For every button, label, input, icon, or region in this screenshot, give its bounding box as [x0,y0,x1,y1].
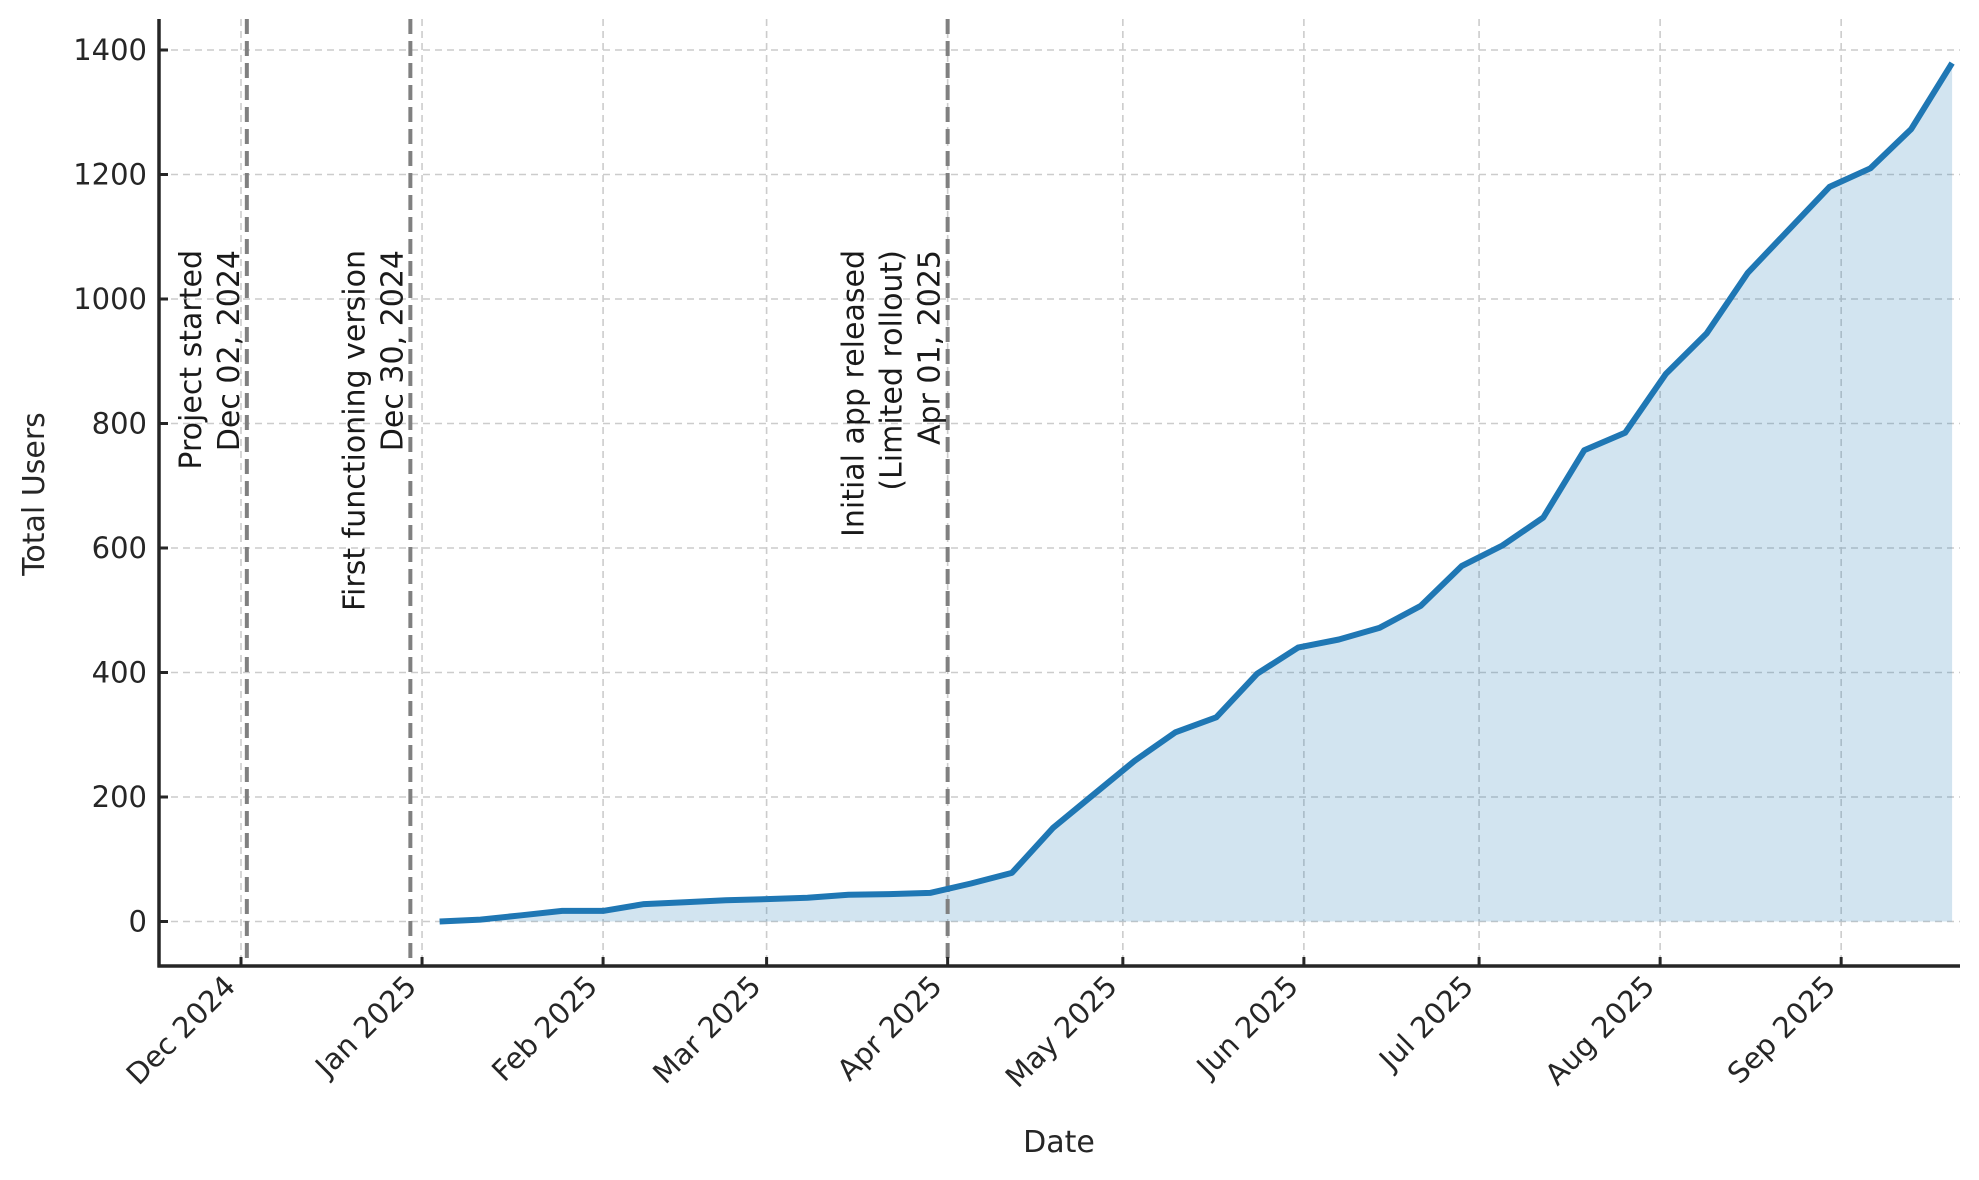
y-tick-label: 400 [92,656,147,690]
y-tick-label: 1000 [73,282,147,316]
milestone-label: Apr 01, 2025 [913,250,948,445]
x-axis-label: Date [1023,1125,1095,1160]
x-tick-label: Jul 2025 [1371,969,1480,1078]
series-area [439,63,1953,922]
milestone-label: Initial app released [837,250,872,537]
series-line [439,61,1955,925]
y-tick-label: 800 [92,407,147,441]
milestone-label: (Limited rollout) [875,250,910,491]
y-axis-label: Total Users [17,412,52,577]
milestone-label: Project started [174,250,209,470]
x-tick-label: Aug 2025 [1538,969,1661,1092]
milestone-annotations: Project started Dec 02, 2024 First functio… [174,250,948,611]
x-tick-label: Jun 2025 [1189,969,1305,1085]
y-tick-label: 200 [92,780,147,814]
x-tick-label: Apr 2025 [830,969,948,1087]
x-axis-ticks: Dec 2024 Jan 2025 Feb 2025 Mar 2025 Apr 2025… [120,957,1843,1094]
milestone-label: First functioning version [337,250,372,611]
milestone-annotation: First functioning version Dec 30, 2024 [337,250,410,611]
y-tick-label: 1200 [73,158,147,192]
x-tick-label: Dec 2024 [120,969,242,1091]
x-tick-label: Mar 2025 [646,969,767,1090]
area-fill [439,63,1953,922]
y-tick-label: 0 [129,905,147,939]
y-tick-label: 1400 [73,33,147,67]
milestone-label: Dec 02, 2024 [212,250,247,451]
y-axis-ticks: 0 200 400 600 800 1000 1200 1400 [73,33,168,939]
x-tick-label: Jan 2025 [307,969,423,1085]
x-tick-label: May 2025 [999,969,1124,1094]
milestone-annotation: Project started Dec 02, 2024 [174,250,247,470]
x-tick-label: Feb 2025 [485,969,604,1088]
y-tick-label: 600 [92,531,147,565]
x-tick-label: Sep 2025 [1721,969,1842,1090]
users-line [439,61,1955,925]
milestone-lines [244,19,950,966]
milestone-label: Dec 30, 2024 [375,250,410,451]
milestone-annotation: Initial app released (Limited rollout) Apr… [837,250,948,537]
